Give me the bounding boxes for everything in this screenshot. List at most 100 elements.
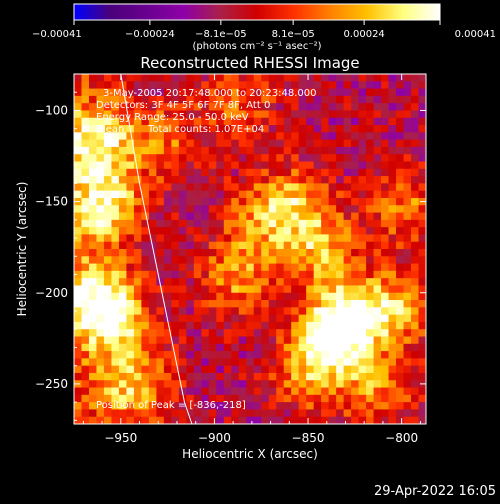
image-pixel: [253, 212, 262, 221]
image-pixel: [388, 387, 397, 396]
image-pixel: [193, 146, 202, 155]
image-pixel: [81, 285, 90, 294]
image-pixel: [178, 292, 187, 301]
image-pixel: [193, 416, 202, 424]
image-pixel: [276, 307, 285, 316]
image-pixel: [268, 336, 277, 345]
image-pixel: [103, 372, 113, 381]
image-pixel: [396, 81, 405, 90]
image-pixel: [418, 270, 426, 279]
image-pixel: [298, 314, 307, 323]
image-pixel: [388, 103, 397, 112]
image-pixel: [298, 300, 307, 308]
image-pixel: [186, 387, 195, 396]
image-pixel: [276, 380, 285, 389]
image-pixel: [88, 343, 98, 352]
image-pixel: [216, 394, 225, 403]
image-pixel: [411, 110, 420, 119]
image-pixel: [193, 74, 202, 82]
image-pixel: [388, 416, 397, 424]
image-pixel: [156, 285, 165, 294]
image-pixel: [411, 132, 420, 141]
image-pixel: [313, 321, 322, 330]
image-pixel: [358, 263, 367, 272]
image-pixel: [148, 343, 157, 352]
image-pixel: [358, 241, 367, 250]
image-pixel: [96, 365, 105, 374]
image-pixel: [411, 358, 420, 367]
image-pixel: [276, 125, 285, 133]
image-pixel: [103, 139, 113, 148]
image-pixel: [171, 74, 180, 82]
image-pixel: [96, 409, 105, 418]
image-pixel: [276, 168, 285, 177]
image-pixel: [253, 88, 262, 97]
image-pixel: [328, 372, 337, 381]
image-pixel: [201, 394, 210, 403]
image-pixel: [388, 358, 397, 367]
image-pixel: [103, 190, 113, 199]
image-pixel: [126, 197, 135, 206]
image-pixel: [291, 358, 300, 367]
image-pixel: [171, 336, 180, 345]
image-pixel: [306, 249, 315, 257]
image-pixel: [373, 190, 382, 199]
image-pixel: [396, 161, 405, 170]
image-pixel: [148, 176, 157, 184]
image-pixel: [178, 416, 187, 424]
image-pixel: [351, 321, 360, 330]
image-pixel: [298, 176, 307, 184]
image-pixel: [156, 336, 165, 345]
image-pixel: [96, 81, 105, 90]
image-pixel: [178, 402, 187, 411]
image-pixel: [268, 234, 277, 243]
image-pixel: [358, 132, 367, 141]
image-pixel: [283, 263, 292, 272]
image-pixel: [418, 234, 426, 243]
image-pixel: [381, 81, 390, 90]
image-pixel: [74, 256, 83, 265]
image-pixel: [403, 132, 412, 141]
image-pixel: [381, 321, 390, 330]
image-pixel: [231, 110, 240, 119]
image-pixel: [343, 227, 352, 236]
image-pixel: [366, 365, 375, 374]
image-pixel: [141, 74, 150, 82]
image-pixel: [418, 285, 426, 294]
image-pixel: [133, 307, 143, 316]
image-pixel: [261, 351, 270, 359]
image-pixel: [246, 285, 255, 294]
image-pixel: [276, 409, 285, 418]
image-pixel: [328, 183, 337, 192]
image-pixel: [268, 372, 277, 381]
image-pixel: [373, 249, 382, 257]
image-pixel: [328, 154, 337, 163]
image-pixel: [268, 329, 277, 338]
image-pixel: [343, 190, 352, 199]
image-pixel: [171, 161, 180, 170]
image-pixel: [366, 74, 375, 82]
image-pixel: [133, 358, 143, 367]
image-pixel: [388, 329, 397, 338]
image-pixel: [298, 146, 307, 155]
image-pixel: [343, 300, 352, 308]
image-pixel: [163, 307, 172, 316]
image-pixel: [373, 387, 382, 396]
image-pixel: [208, 329, 217, 338]
image-pixel: [133, 343, 143, 352]
image-pixel: [96, 314, 105, 323]
image-pixel: [133, 219, 143, 228]
image-pixel: [246, 292, 255, 301]
image-pixel: [208, 343, 217, 352]
image-pixel: [298, 285, 307, 294]
image-pixel: [283, 117, 292, 126]
image-pixel: [261, 234, 270, 243]
image-pixel: [216, 227, 225, 236]
image-pixel: [388, 307, 397, 316]
image-pixel: [351, 416, 360, 424]
image-pixel: [313, 358, 322, 367]
image-pixel: [246, 307, 255, 316]
image-pixel: [403, 351, 412, 359]
image-pixel: [171, 263, 180, 272]
image-pixel: [388, 285, 397, 294]
